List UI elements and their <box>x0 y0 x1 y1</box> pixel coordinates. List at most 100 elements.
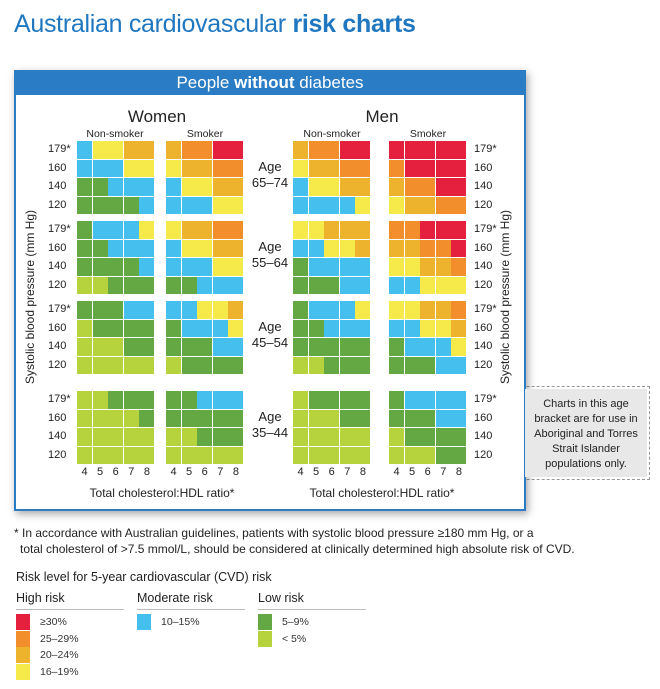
risk-cell-men-non-smoker <box>355 141 371 159</box>
risk-cell-men-smoker <box>451 338 467 356</box>
page-title: Australian cardiovascular risk charts <box>14 10 416 39</box>
risk-cell-men-non-smoker <box>355 239 371 257</box>
risk-cell-women-smoker <box>212 301 228 319</box>
risk-cell-women-non-smoker <box>92 356 108 374</box>
risk-cell-women-smoker <box>228 276 244 294</box>
age-band-label: Age 55–64 <box>240 239 300 271</box>
risk-cell-women-non-smoker <box>108 178 124 196</box>
risk-cell-men-smoker <box>451 196 467 214</box>
risk-cell-women-non-smoker <box>108 276 124 294</box>
risk-cell-women-smoker <box>166 221 181 239</box>
risk-cell-women-smoker <box>181 428 197 446</box>
risk-cell-women-smoker <box>181 319 197 337</box>
risk-cell-men-smoker <box>451 141 467 159</box>
y-axis-label-right: Systolic blood pressure (mm Hg) <box>498 209 512 385</box>
age-range: 65–74 <box>251 175 289 190</box>
x-tick: 7 <box>128 466 135 478</box>
title-regular: Australian cardiovascular <box>14 10 293 38</box>
risk-cell-men-smoker <box>389 338 404 356</box>
risk-cell-women-non-smoker <box>77 159 92 177</box>
risk-cell-men-smoker <box>451 221 467 239</box>
risk-cell-men-non-smoker <box>355 258 371 276</box>
risk-cell-men-non-smoker <box>308 239 324 257</box>
bp-label-right: 179* <box>474 393 497 405</box>
y-axis-label-left: Systolic blood pressure (mm Hg) <box>23 209 37 385</box>
risk-cell-men-smoker <box>451 428 467 446</box>
risk-cell-men-non-smoker <box>308 276 324 294</box>
bp-label-left: 140 <box>48 180 67 192</box>
risk-cell-women-smoker <box>212 356 228 374</box>
risk-cell-men-smoker <box>404 409 420 427</box>
bp-label-left: 120 <box>48 358 67 371</box>
risk-cell-men-smoker <box>420 446 436 464</box>
bp-label-right: 120 <box>474 358 493 371</box>
risk-cell-men-non-smoker <box>355 391 371 409</box>
risk-cell-women-smoker <box>166 196 181 214</box>
risk-cell-men-non-smoker <box>308 178 324 196</box>
risk-cell-men-non-smoker <box>293 178 308 196</box>
risk-cell-women-non-smoker <box>77 258 92 276</box>
risk-cell-men-non-smoker <box>355 409 371 427</box>
risk-cell-women-non-smoker <box>108 141 124 159</box>
risk-cell-women-smoker <box>212 319 228 337</box>
risk-cell-men-smoker <box>389 258 404 276</box>
risk-cell-men-non-smoker <box>355 319 371 337</box>
risk-cell-women-non-smoker <box>92 391 108 409</box>
x-tick: 6 <box>424 466 431 478</box>
risk-cell-men-non-smoker <box>339 159 355 177</box>
risk-cell-men-smoker <box>435 301 451 319</box>
risk-cell-men-non-smoker <box>355 356 371 374</box>
x-tick: 8 <box>232 466 239 478</box>
risk-cell-men-smoker <box>435 338 451 356</box>
risk-cell-women-non-smoker <box>139 301 155 319</box>
risk-cell-men-smoker <box>389 141 404 159</box>
legend-item-label: 16–19% <box>40 665 79 678</box>
risk-cell-men-smoker <box>420 239 436 257</box>
risk-cell-men-non-smoker <box>293 258 308 276</box>
risk-cell-men-smoker <box>404 391 420 409</box>
risk-cell-men-non-smoker <box>308 409 324 427</box>
risk-cell-women-smoker <box>228 356 244 374</box>
risk-cell-men-non-smoker <box>339 446 355 464</box>
risk-cell-women-non-smoker <box>92 428 108 446</box>
x-tick: 7 <box>217 466 224 478</box>
risk-cell-men-smoker <box>389 391 404 409</box>
risk-cell-women-non-smoker <box>123 409 139 427</box>
risk-cell-men-non-smoker <box>308 196 324 214</box>
risk-cell-men-non-smoker <box>308 391 324 409</box>
risk-cell-men-non-smoker <box>293 141 308 159</box>
x-tick: 8 <box>359 466 366 478</box>
legend-swatch <box>258 630 272 647</box>
risk-cell-women-non-smoker <box>92 409 108 427</box>
risk-cell-women-smoker <box>166 356 181 374</box>
risk-cell-men-smoker <box>451 178 467 196</box>
age-word: Age <box>258 409 282 424</box>
risk-cell-women-non-smoker <box>108 258 124 276</box>
men-smoker-label: Smoker <box>409 128 447 140</box>
risk-cell-men-non-smoker <box>324 221 340 239</box>
risk-cell-women-smoker <box>197 221 213 239</box>
risk-cell-women-smoker <box>212 221 228 239</box>
risk-cell-women-non-smoker <box>92 221 108 239</box>
panel-bold: without <box>234 73 295 92</box>
risk-cell-men-non-smoker <box>308 141 324 159</box>
bp-label-right: 140 <box>474 260 493 272</box>
risk-cell-men-smoker <box>435 276 451 294</box>
risk-cell-men-non-smoker <box>324 196 340 214</box>
risk-cell-men-smoker <box>420 391 436 409</box>
risk-cell-women-non-smoker <box>123 446 139 464</box>
risk-cell-women-smoker <box>228 178 244 196</box>
risk-cell-men-smoker <box>389 301 404 319</box>
risk-cell-women-smoker <box>181 276 197 294</box>
x-tick: 4 <box>393 466 400 478</box>
risk-cell-men-non-smoker <box>293 428 308 446</box>
bp-label-left: 120 <box>48 278 67 291</box>
risk-cell-women-smoker <box>228 446 244 464</box>
risk-cell-women-non-smoker <box>77 239 92 257</box>
risk-cell-men-smoker <box>389 446 404 464</box>
bp-label-left: 160 <box>48 411 67 424</box>
legend-swatch <box>16 614 30 630</box>
panel-header: People without diabetes <box>14 70 526 95</box>
risk-cell-women-smoker <box>197 258 213 276</box>
risk-cell-women-non-smoker <box>123 428 139 446</box>
